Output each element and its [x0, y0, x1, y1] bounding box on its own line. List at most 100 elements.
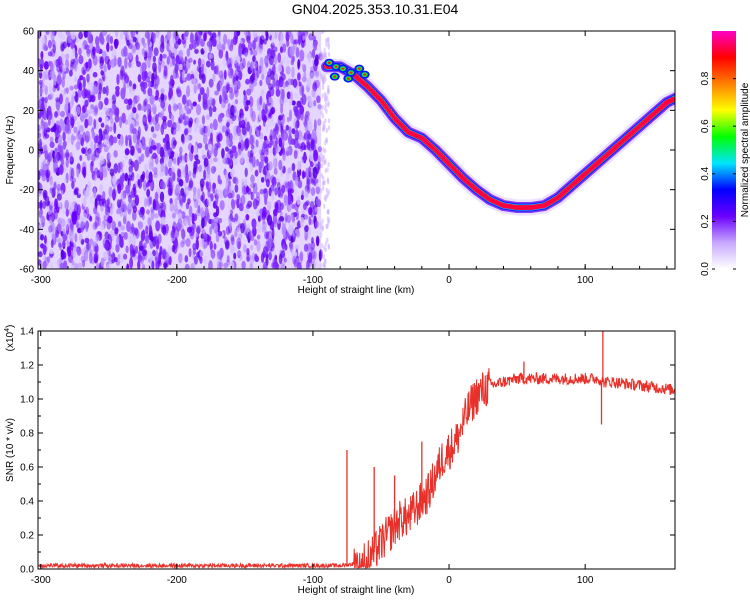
noise-speck [168, 167, 173, 177]
noise-speck [190, 144, 194, 154]
noise-speck [120, 190, 126, 201]
noise-speck [290, 33, 294, 45]
noise-speck [309, 161, 314, 168]
noise-speck [120, 32, 124, 40]
noise-speck [54, 147, 58, 153]
noise-speck [242, 57, 246, 69]
noise-speck [56, 151, 61, 161]
noise-speck [313, 119, 317, 131]
noise-speck [231, 199, 236, 210]
noise-speck [184, 263, 190, 269]
noise-speck [102, 86, 107, 95]
noise-speck [66, 246, 70, 253]
noise-speck [240, 194, 246, 206]
noise-speck [291, 249, 295, 257]
noise-speck [132, 234, 137, 241]
noise-speck [178, 49, 184, 59]
noise-speck [79, 133, 84, 146]
noise-speck [247, 187, 252, 195]
noise-speck [170, 38, 176, 45]
noise-fringe [327, 189, 331, 195]
noise-speck [258, 124, 262, 131]
noise-speck [40, 169, 46, 178]
noise-speck [134, 194, 140, 206]
noise-speck [273, 157, 276, 169]
noise-speck [188, 205, 193, 218]
noise-speck [304, 113, 308, 124]
noise-speck [252, 31, 258, 39]
noise-speck [128, 194, 132, 204]
noise-speck [197, 205, 201, 214]
noise-speck [206, 40, 212, 48]
noise-speck [164, 163, 168, 176]
noise-speck [73, 188, 77, 196]
noise-speck [119, 176, 124, 186]
noise-speck [237, 241, 241, 250]
noise-speck [223, 157, 228, 165]
noise-speck [71, 94, 75, 106]
noise-speck [58, 164, 64, 176]
noise-speck [44, 96, 48, 104]
noise-speck [252, 221, 257, 231]
noise-speck [158, 62, 162, 73]
noise-speck [285, 146, 290, 157]
noise-fringe [324, 118, 327, 124]
noise-speck [288, 109, 293, 122]
noise-speck [119, 116, 123, 129]
noise-speck [145, 169, 149, 181]
noise-speck [282, 131, 287, 140]
noise-speck [148, 196, 153, 205]
noise-speck [105, 116, 109, 124]
noise-speck [171, 95, 176, 105]
noise-speck [267, 116, 272, 128]
noise-speck [129, 226, 134, 235]
noise-speck [135, 120, 140, 127]
noise-speck [148, 137, 154, 150]
noise-speck [174, 197, 178, 207]
snr-line [38, 368, 675, 569]
noise-speck [243, 31, 249, 36]
noise-speck [282, 165, 286, 174]
noise-speck [42, 189, 48, 199]
noise-speck [64, 124, 69, 134]
noise-speck [209, 122, 213, 130]
noise-speck [184, 217, 189, 229]
noise-speck [43, 44, 48, 51]
noise-speck [206, 45, 212, 53]
noise-speck [193, 122, 198, 133]
noise-speck [57, 183, 61, 192]
noise-speck [93, 118, 97, 130]
noise-speck [253, 124, 258, 132]
noise-speck [256, 240, 261, 252]
noise-speck [154, 95, 159, 101]
noise-speck [115, 31, 119, 38]
noise-speck [286, 56, 290, 67]
noise-speck [279, 188, 284, 197]
noise-speck [280, 127, 284, 140]
noise-speck [179, 197, 184, 207]
noise-speck [285, 66, 291, 75]
noise-speck [99, 183, 104, 195]
noise-speck [183, 166, 188, 178]
noise-speck [74, 232, 78, 243]
colorbar-gradient [712, 31, 736, 269]
noise-speck [90, 104, 95, 110]
noise-speck [193, 255, 198, 265]
noise-speck [98, 117, 103, 123]
noise-fringe [323, 47, 326, 53]
noise-speck [303, 243, 309, 252]
noise-speck [182, 113, 186, 121]
noise-speck [127, 98, 133, 106]
noise-speck [202, 45, 207, 51]
noise-speck [82, 76, 86, 89]
noise-speck [124, 172, 129, 182]
noise-speck [95, 44, 101, 54]
noise-speck [66, 240, 70, 248]
noise-speck [152, 55, 157, 63]
noise-speck [150, 126, 155, 133]
noise-speck [279, 94, 285, 107]
noise-speck [132, 205, 138, 214]
noise-speck [205, 60, 211, 68]
noise-speck [132, 44, 137, 52]
noise-speck [306, 259, 310, 269]
